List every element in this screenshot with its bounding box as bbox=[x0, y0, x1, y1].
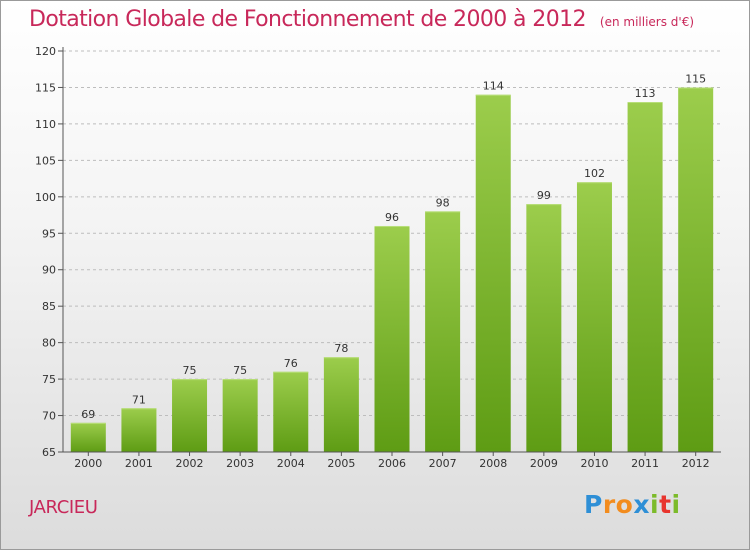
data-label: 78 bbox=[334, 342, 348, 355]
bar bbox=[374, 225, 410, 452]
chart-title-text: Dotation Globale de Fonctionnement de 20… bbox=[29, 7, 587, 32]
y-tick-label: 120 bbox=[35, 45, 56, 58]
bar bbox=[576, 182, 612, 452]
data-label: 75 bbox=[183, 364, 197, 377]
data-label: 115 bbox=[685, 72, 706, 85]
bar bbox=[475, 94, 511, 452]
logo-letter: i bbox=[671, 490, 681, 519]
x-tick-label: 2003 bbox=[226, 457, 254, 470]
logo-letter: r bbox=[602, 490, 616, 519]
bar bbox=[678, 87, 714, 453]
data-label: 76 bbox=[284, 357, 298, 370]
chart-subtitle: (en milliers d'€) bbox=[599, 15, 695, 29]
data-label: 96 bbox=[385, 211, 399, 224]
y-tick-label: 85 bbox=[42, 300, 56, 313]
bar bbox=[323, 357, 359, 452]
x-tick-label: 2001 bbox=[125, 457, 153, 470]
data-label: 99 bbox=[537, 189, 551, 202]
bar bbox=[627, 102, 663, 452]
commune-name: JARCIEU bbox=[29, 497, 98, 518]
x-tick-label: 2008 bbox=[479, 457, 507, 470]
axes bbox=[58, 47, 721, 456]
y-tick-label: 100 bbox=[35, 191, 56, 204]
x-tick-label: 2002 bbox=[176, 457, 204, 470]
data-label: 114 bbox=[483, 80, 504, 93]
x-tick-label: 2000 bbox=[74, 457, 102, 470]
logo-letter: i bbox=[650, 490, 660, 519]
y-tick-label: 75 bbox=[42, 373, 56, 386]
x-tick-label: 2011 bbox=[631, 457, 659, 470]
bar bbox=[70, 422, 106, 452]
logo-letter: o bbox=[615, 490, 634, 519]
y-tick-label: 115 bbox=[35, 81, 56, 94]
data-label: 69 bbox=[81, 408, 95, 421]
bar bbox=[526, 204, 562, 452]
data-label: 71 bbox=[132, 393, 146, 406]
bar bbox=[425, 211, 461, 452]
x-tick-label: 2010 bbox=[580, 457, 608, 470]
x-tick-label: 2007 bbox=[429, 457, 457, 470]
data-label: 113 bbox=[635, 87, 656, 100]
bar bbox=[121, 408, 157, 452]
y-tick-label: 70 bbox=[42, 410, 56, 423]
proxiti-logo[interactable]: Proxiti bbox=[584, 490, 681, 519]
bar bbox=[172, 379, 208, 452]
bar bbox=[222, 379, 258, 452]
labels: 65 70 75 80 85 90 95 100 105 110 115 120 69 2000 71 200… bbox=[35, 45, 710, 470]
y-tick-label: 110 bbox=[35, 118, 56, 131]
chart-title: Dotation Globale de Fonctionnement de 20… bbox=[29, 7, 694, 32]
y-tick-label: 80 bbox=[42, 337, 56, 350]
logo-letter: P bbox=[584, 490, 603, 519]
logo-letter: t bbox=[659, 490, 672, 519]
y-tick-label: 105 bbox=[35, 154, 56, 167]
bars bbox=[70, 87, 714, 453]
bar bbox=[273, 371, 309, 452]
y-tick-label: 95 bbox=[42, 227, 56, 240]
x-tick-label: 2005 bbox=[327, 457, 355, 470]
logo-letter: x bbox=[633, 490, 650, 519]
x-tick-label: 2009 bbox=[530, 457, 558, 470]
y-tick-label: 65 bbox=[42, 446, 56, 459]
data-label: 102 bbox=[584, 167, 605, 180]
y-tick-label: 90 bbox=[42, 264, 56, 277]
x-tick-label: 2004 bbox=[277, 457, 305, 470]
data-label: 75 bbox=[233, 364, 247, 377]
x-tick-label: 2012 bbox=[682, 457, 710, 470]
data-label: 98 bbox=[436, 196, 450, 209]
x-tick-label: 2006 bbox=[378, 457, 406, 470]
